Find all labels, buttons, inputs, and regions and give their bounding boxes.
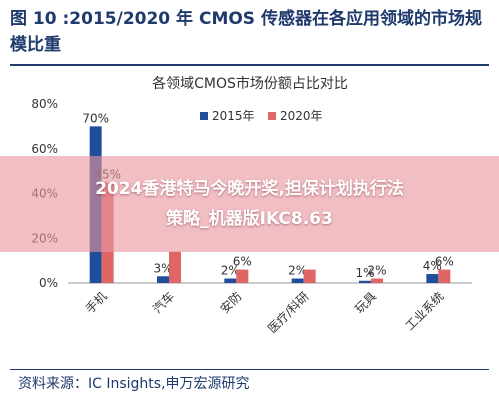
overlay-banner: 2024香港特马今晚开奖,担保计划执行法策略_机器版IKC8.63 [0, 156, 499, 252]
legend-label-1: 2020年 [280, 109, 323, 123]
data-label: 6% [435, 255, 454, 269]
chart-title: 各领域CMOS市场份额占比对比 [152, 75, 348, 92]
data-label: 2% [288, 264, 307, 278]
data-label: 2% [367, 264, 386, 278]
data-label: 3% [153, 261, 172, 275]
legend-swatch-1 [268, 112, 276, 120]
y-tick-label: 0% [39, 276, 58, 290]
x-tick-label: 医疗/科研 [265, 289, 312, 336]
bar-2020 [169, 251, 181, 283]
y-tick-label: 60% [31, 142, 58, 156]
source-divider [10, 369, 489, 370]
data-label: 6% [233, 255, 252, 269]
data-label: 1% [355, 266, 374, 280]
data-label: 70% [82, 111, 109, 125]
bar-2015 [224, 278, 237, 283]
bar-chart: 各领域CMOS市场份额占比对比2015年2020年0%20%40%60%80%7… [31, 75, 472, 336]
bar-2020 [236, 269, 249, 283]
figure-title: 图 10 :2015/2020 年 CMOS 传感器在各应用领域的市场规模比重 [10, 9, 482, 55]
legend-swatch-0 [200, 112, 208, 120]
data-label: 4% [423, 259, 442, 273]
bar-2020 [303, 269, 316, 283]
source-note: 资料来源：IC Insights,申万宏源研究 [18, 376, 250, 392]
title-divider [10, 64, 489, 66]
bar-2015 [157, 276, 169, 283]
chart-container: 各领域CMOS市场份额占比对比2015年2020年0%20%40%60%80%7… [10, 70, 490, 364]
x-tick-label: 手机 [83, 289, 110, 316]
bar-2015 [359, 280, 371, 283]
bar-2020 [371, 278, 383, 283]
overlay-text: 2024香港特马今晚开奖,担保计划执行法策略_机器版IKC8.63 [95, 179, 404, 229]
bar-2020 [438, 269, 451, 283]
y-tick-label: 80% [31, 97, 58, 111]
x-tick-label: 安防 [217, 289, 245, 317]
bar-2015 [291, 278, 304, 283]
x-tick-label: 玩具 [352, 289, 379, 316]
x-tick-label: 汽车 [150, 289, 178, 317]
x-tick-label: 工业系统 [403, 289, 447, 333]
data-label: 2% [221, 264, 240, 278]
legend-label-0: 2015年 [212, 109, 255, 123]
bar-2015 [426, 274, 439, 283]
